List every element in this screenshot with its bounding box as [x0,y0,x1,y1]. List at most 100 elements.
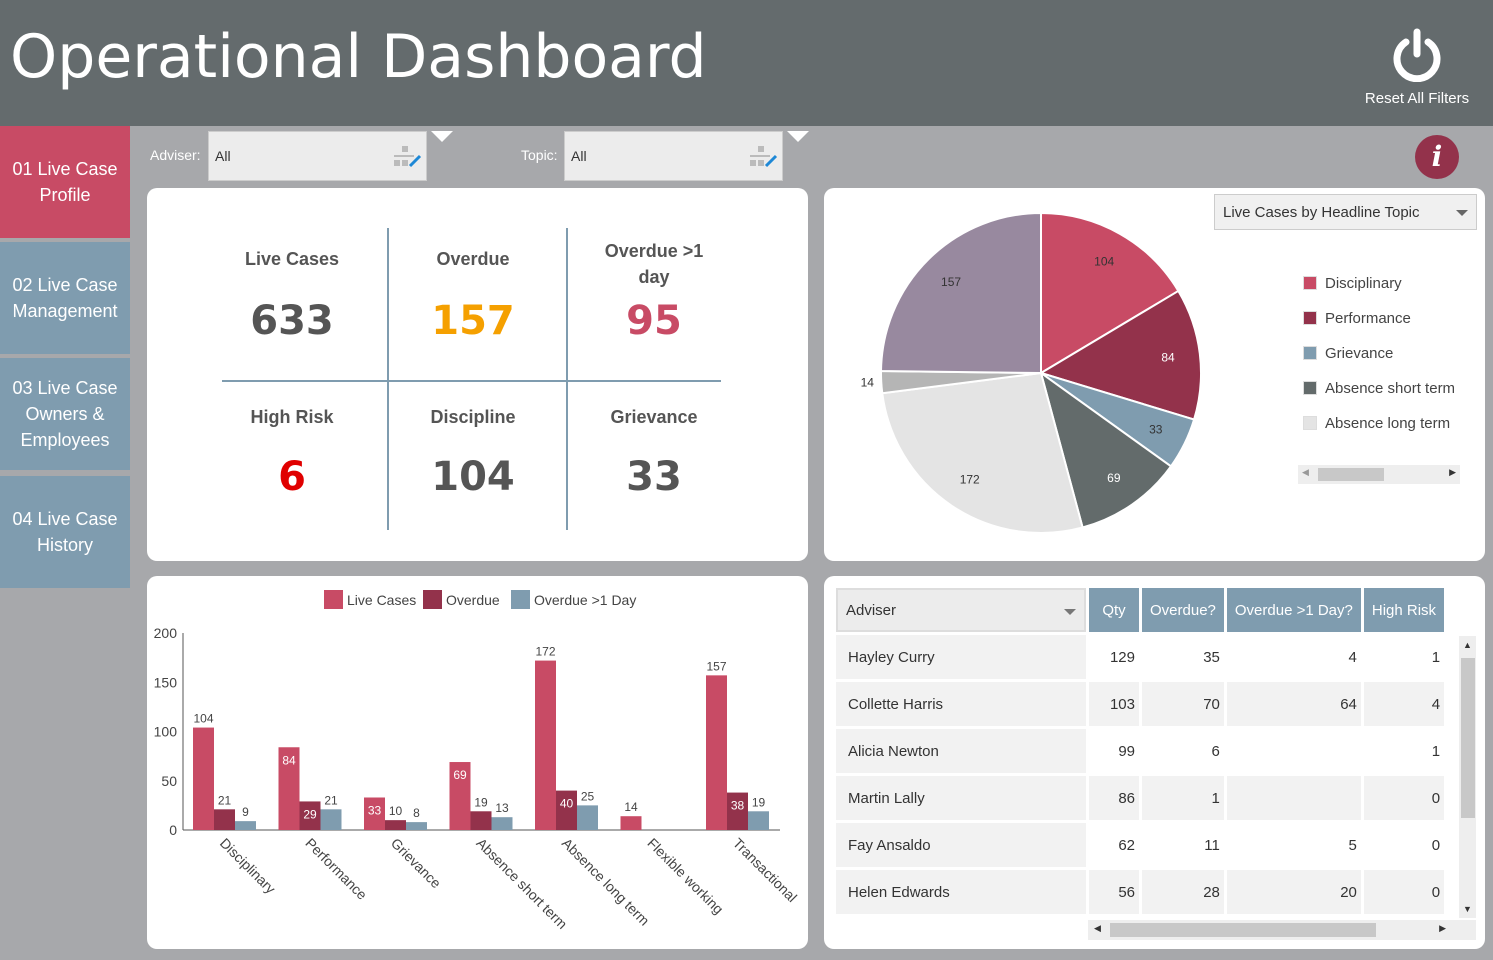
value-cell [1226,729,1361,773]
chart-topic-selector[interactable]: Live Cases by Headline Topic [1214,194,1477,230]
bar-data-label: 172 [535,645,555,659]
column-header[interactable]: High Risk [1363,588,1445,632]
kpi-grievance: Grievance 33 [610,407,698,500]
bar-overdue[interactable] [470,811,492,830]
bar-data-label: 33 [368,803,382,817]
adviser-dropdown-arrow[interactable] [431,131,453,142]
value-cell: 129 [1089,635,1139,679]
pie-data-label: 69 [1107,471,1121,485]
page-title: Operational Dashboard [10,22,707,92]
y-tick-label: 0 [169,822,177,838]
value-cell: 0 [1363,823,1445,867]
bar-data-label: 10 [389,804,403,818]
value-cell: 99 [1089,729,1139,773]
bar-overdue[interactable] [556,790,577,830]
bar-live-cases[interactable] [706,675,727,830]
column-header[interactable]: Overdue >1 Day? [1226,588,1361,632]
topic-filter-value: All [571,148,587,164]
bar-data-label: 69 [453,768,467,782]
bar-data-label: 104 [193,712,213,726]
topic-filter[interactable]: All [564,131,783,181]
table-row[interactable]: Helen Edwards 56 28 20 0 [836,870,1445,914]
bar-overdue[interactable] [727,792,748,830]
bar-overdue-1-day[interactable] [406,822,427,830]
adviser-name-cell: Helen Edwards [836,870,1086,914]
table-row[interactable]: Hayley Curry 129 35 4 1 [836,635,1445,679]
value-cell: 1 [1142,776,1224,820]
legend-item: Disciplinary [1303,275,1402,292]
bar-data-label: 8 [413,806,420,820]
reset-all-filters-button[interactable]: Reset All Filters [1357,28,1477,107]
kpi-panel [147,188,808,561]
value-cell: 6 [1142,729,1224,773]
adviser-name-cell: Martin Lally [836,776,1086,820]
adviser-filter[interactable]: All [208,131,427,181]
bar-live-cases[interactable] [193,727,214,830]
bar-overdue-1-day[interactable] [235,821,256,830]
pie-data-label: 172 [960,472,980,486]
pie-data-label: 33 [1149,423,1163,437]
bar-live-cases[interactable] [278,747,300,830]
topic-dropdown-arrow[interactable] [787,131,809,142]
legend-overdue-1-day: Overdue >1 Day [511,590,636,609]
pie-slice-disciplinary[interactable] [1040,211,1180,375]
topic-filter-label: Topic: [521,147,558,163]
bar-overdue[interactable] [299,801,321,830]
legend-item: Absence long term [1303,415,1450,432]
pie-slice-performance[interactable] [1038,289,1202,421]
pie-slice-transactional[interactable] [879,211,1042,375]
value-cell: 4 [1363,682,1445,726]
vertical-scrollbar[interactable]: ▲ ▼ [1459,636,1476,918]
bar-data-label: 84 [282,753,296,767]
bar-overdue[interactable] [214,809,235,830]
value-cell: 4 [1226,635,1361,679]
pie-data-label: 84 [1161,350,1175,364]
table-row[interactable]: Collette Harris 103 70 64 4 [836,682,1445,726]
x-tick-label: Absence short term [473,835,570,932]
value-cell: 1 [1363,729,1445,773]
bar-data-label: 19 [752,795,766,809]
bar-live-cases[interactable] [535,660,556,830]
sidebar-item-live-case-profile[interactable]: 01 Live Case Profile [0,126,130,238]
table-row[interactable]: Martin Lally 86 1 0 [836,776,1445,820]
sidebar-item-live-case-history[interactable]: 04 Live Case History [0,476,130,588]
bar-overdue[interactable] [385,820,406,830]
pie-slice-absence-long-term[interactable] [881,371,1084,534]
value-cell: 0 [1363,776,1445,820]
header-bar: Operational Dashboard Reset All Filters [0,0,1493,126]
x-tick-label: Grievance [388,835,445,892]
bar-overdue-1-day[interactable] [320,809,342,830]
bar-data-label: 25 [581,789,595,803]
value-cell: 56 [1089,870,1139,914]
pie-slice-absence-short-term[interactable] [1039,370,1173,529]
column-header[interactable]: Qty [1089,588,1139,632]
y-tick-label: 50 [161,773,177,789]
pie-chart: 104 84 33 69 172 14 157 [861,211,1202,534]
kpi-live-cases: Live Cases 633 [244,249,340,344]
table-row[interactable]: Fay Ansaldo 62 11 5 0 [836,823,1445,867]
sidebar-item-live-case-management[interactable]: 02 Live Case Management [0,242,130,354]
info-icon[interactable]: i [1415,135,1459,179]
bar-overdue-1-day[interactable] [748,811,769,830]
column-header[interactable]: Overdue? [1142,588,1224,632]
x-tick-label: Transactional [730,835,800,905]
kpi-overdue: Overdue 157 [431,249,515,344]
value-cell: 20 [1226,870,1361,914]
value-cell: 5 [1226,823,1361,867]
table-row[interactable]: Alicia Newton 99 6 1 [836,729,1445,773]
bar-live-cases[interactable] [364,797,385,830]
legend-scrollbar[interactable]: ◀ ▶ [1298,465,1460,484]
bar-data-label: 40 [560,797,574,811]
sidebar-item-owners-employees[interactable]: 03 Live Case Owners & Employees [0,358,130,470]
bar-overdue-1-day[interactable] [491,817,513,830]
divider [566,228,568,530]
x-tick-label: Flexible working [644,835,726,917]
bar-overdue-1-day[interactable] [577,805,598,830]
bar-live-cases[interactable] [449,762,471,830]
adviser-column-header[interactable]: Adviser [836,588,1086,632]
bar-live-cases[interactable] [620,816,642,830]
value-cell: 64 [1226,682,1361,726]
y-tick-label: 150 [154,674,178,690]
value-cell: 1 [1363,635,1445,679]
horizontal-scrollbar[interactable]: ◀ ▶ [1088,920,1476,940]
